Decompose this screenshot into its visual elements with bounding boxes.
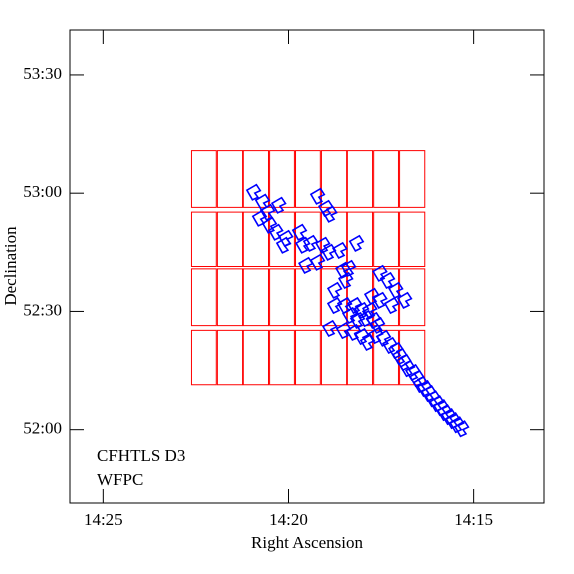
pointing xyxy=(302,234,319,252)
pointing xyxy=(436,404,453,422)
pointing xyxy=(332,241,348,260)
pointing xyxy=(245,183,262,201)
field-rect xyxy=(399,268,426,327)
field-rect xyxy=(216,329,244,386)
y-tick-label: 53:30 xyxy=(23,64,62,83)
field-rect xyxy=(269,329,295,386)
pointing xyxy=(342,306,358,325)
pointing xyxy=(268,223,284,241)
field-rect xyxy=(269,150,295,208)
pointing xyxy=(440,408,457,426)
pointing xyxy=(315,236,331,254)
field-rect xyxy=(216,150,244,208)
legend-entry: CFHTLS D3 xyxy=(97,446,185,465)
pointing xyxy=(298,256,314,274)
x-tick-label: 14:15 xyxy=(454,510,493,529)
field-rect xyxy=(320,329,348,386)
legend-entry: WFPC xyxy=(97,470,143,489)
field-rect xyxy=(269,268,295,327)
pointing xyxy=(353,327,370,346)
field-rect xyxy=(216,211,244,267)
pointing xyxy=(335,321,352,340)
field-rect xyxy=(216,268,244,327)
field-rect xyxy=(295,268,321,327)
field-rect xyxy=(373,150,399,208)
pointing xyxy=(375,329,392,347)
pointing xyxy=(309,187,326,205)
field-rect xyxy=(242,211,269,267)
pointing xyxy=(326,281,343,299)
field-rect xyxy=(242,329,269,386)
pointing xyxy=(309,253,326,271)
field-rect xyxy=(242,150,269,208)
pointing xyxy=(345,323,362,342)
x-tick-label: 14:25 xyxy=(84,510,123,529)
pointing xyxy=(396,291,413,309)
field-rect xyxy=(190,268,217,327)
pointing xyxy=(270,196,287,214)
pointing xyxy=(412,375,429,394)
plot-frame xyxy=(69,29,545,504)
pointing xyxy=(259,203,276,221)
pointing xyxy=(291,223,308,241)
y-tick-label: 53:00 xyxy=(23,182,62,201)
field-rect xyxy=(190,329,217,386)
field-rect xyxy=(242,268,269,327)
field-rect xyxy=(295,150,321,208)
pointing xyxy=(346,296,363,315)
pointing xyxy=(453,420,470,438)
pointing xyxy=(445,412,461,430)
pointing xyxy=(320,243,337,261)
pointing xyxy=(275,236,292,254)
field-rect xyxy=(190,211,217,267)
field-rect xyxy=(346,211,374,267)
pointing xyxy=(372,264,388,282)
pointing xyxy=(372,291,388,309)
pointing xyxy=(379,271,396,290)
y-axis-label: Declination xyxy=(1,226,20,306)
pointing xyxy=(429,395,445,413)
pointing xyxy=(369,316,386,334)
y-tick-label: 52:30 xyxy=(23,300,62,319)
pointing xyxy=(338,271,354,290)
field-rect xyxy=(269,211,295,267)
field-rect xyxy=(295,329,321,386)
pointing xyxy=(261,216,278,234)
field-rect xyxy=(346,150,374,208)
x-axis-label: Right Ascension xyxy=(251,533,363,552)
pointing xyxy=(251,209,268,227)
field-rect xyxy=(320,268,348,327)
pointing xyxy=(383,296,400,315)
x-tick-label: 14:20 xyxy=(269,510,308,529)
pointing xyxy=(340,259,357,277)
pointing xyxy=(295,236,311,254)
field-rect xyxy=(190,150,217,208)
field-rect xyxy=(399,329,426,386)
pointing xyxy=(322,319,338,338)
field-rect xyxy=(373,211,399,267)
y-tick-label: 52:00 xyxy=(23,419,62,438)
pointing xyxy=(348,234,365,252)
pointing xyxy=(349,311,366,330)
pointing xyxy=(326,296,343,315)
field-rect xyxy=(320,211,348,267)
field-rect xyxy=(320,150,348,208)
field-rect xyxy=(399,211,426,267)
pointing xyxy=(322,205,338,223)
field-rect xyxy=(399,150,426,208)
